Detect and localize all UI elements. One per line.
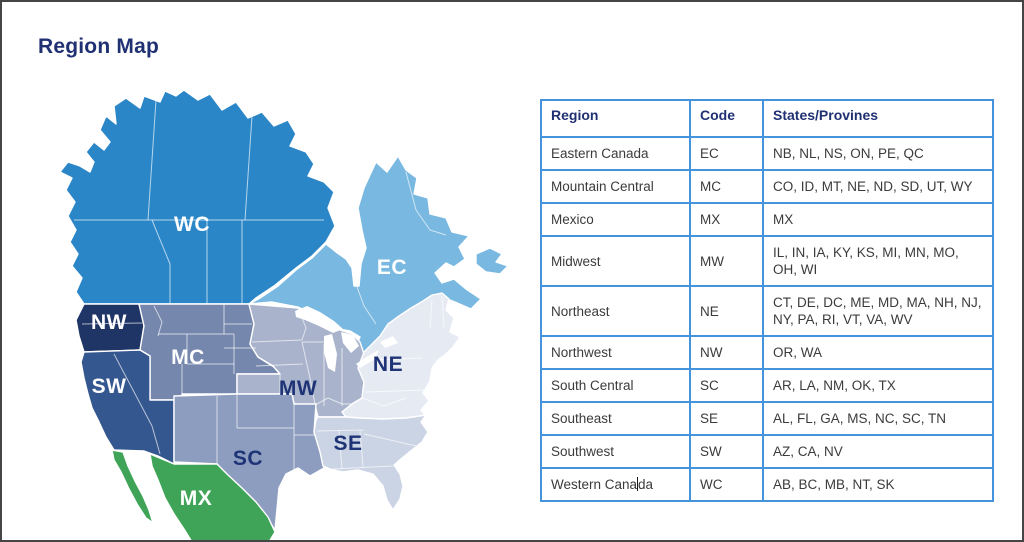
lake-superior-shape [295, 306, 343, 333]
map-label-MX: MX [179, 487, 213, 510]
map-label-NW: NW [91, 311, 127, 334]
map-label-WC: WC [174, 213, 210, 236]
region-WC-shape [59, 89, 336, 305]
code-cell[interactable]: EC [689, 136, 764, 171]
states-cell[interactable]: AZ, CA, NV [762, 434, 994, 469]
region-cell[interactable]: Northwest [540, 335, 691, 370]
table-row: Eastern Canada EC NB, NL, NS, ON, PE, QC [540, 136, 994, 171]
map-label-MC: MC [171, 346, 205, 369]
states-cell[interactable]: AR, LA, NM, OK, TX [762, 368, 994, 403]
states-cell[interactable]: AL, FL, GA, MS, NC, SC, TN [762, 401, 994, 436]
region-cell[interactable]: Mexico [540, 202, 691, 237]
map-label-SC: SC [232, 447, 264, 470]
states-cell[interactable]: MX [762, 202, 994, 237]
map-label-SW: SW [91, 375, 127, 398]
lake-huron-shape [341, 332, 359, 353]
code-cell[interactable]: NE [689, 285, 764, 337]
region-cell[interactable]: Eastern Canada [540, 136, 691, 171]
region-cell[interactable]: Southeast [540, 401, 691, 436]
region-MX-shape [149, 453, 276, 540]
region-cell[interactable]: Southwest [540, 434, 691, 469]
region-SE-shape [313, 414, 429, 511]
code-cell[interactable]: WC [689, 467, 764, 502]
states-cell[interactable]: AB, BC, MB, NT, SK [762, 467, 994, 502]
table-row: Western Canada WC AB, BC, MB, NT, SK [540, 467, 994, 502]
states-cell[interactable]: CO, ID, MT, NE, ND, SD, UT, WY [762, 169, 994, 204]
states-cell[interactable]: OR, WA [762, 335, 994, 370]
table-row: Northeast NE CT, DE, DC, ME, MD, MA, NH, N… [540, 285, 994, 337]
region-cell[interactable]: Northeast [540, 285, 691, 337]
code-cell[interactable]: MW [689, 235, 764, 287]
table-row: Southeast SE AL, FL, GA, MS, NC, SC, TN [540, 401, 994, 436]
map-label-NE: NE [372, 353, 404, 376]
table-row: Southwest SW AZ, CA, NV [540, 434, 994, 469]
page-title: Region Map [38, 35, 159, 58]
column-header-states: States/Provines [762, 99, 994, 138]
table-row: South Central SC AR, LA, NM, OK, TX [540, 368, 994, 403]
region-cell[interactable]: South Central [540, 368, 691, 403]
code-cell[interactable]: MC [689, 169, 764, 204]
column-header-region: Region [540, 99, 691, 138]
code-cell[interactable]: SW [689, 434, 764, 469]
region-table-body: Eastern Canada EC NB, NL, NS, ON, PE, QC Mo… [540, 136, 994, 502]
region-MX-baja-shape [111, 449, 154, 524]
region-SW-shape [80, 349, 175, 465]
map-label-EC: EC [376, 256, 408, 279]
code-cell[interactable]: SC [689, 368, 764, 403]
table-row: Northwest NW OR, WA [540, 335, 994, 370]
region-cell[interactable]: Mountain Central [540, 169, 691, 204]
lake-erie-shape [356, 350, 379, 368]
states-cell[interactable]: NB, NL, NS, ON, PE, QC [762, 136, 994, 171]
map-label-SE: SE [333, 432, 363, 455]
lake-ontario-shape [380, 336, 398, 348]
state-borders [74, 99, 447, 470]
table-row: Mountain Central MC CO, ID, MT, NE, ND, SD… [540, 169, 994, 204]
region-cell[interactable]: Western Canada [540, 467, 691, 502]
code-cell[interactable]: NW [689, 335, 764, 370]
region-cell[interactable]: Midwest [540, 235, 691, 287]
states-cell[interactable]: IL, IN, IA, KY, KS, MI, MN, MO, OH, WI [762, 235, 994, 287]
table-row: Midwest MW IL, IN, IA, KY, KS, MI, MN, MO,… [540, 235, 994, 287]
map-label-MW: MW [278, 377, 318, 400]
column-header-code: Code [689, 99, 764, 138]
table-header-row: Region Code States/Provines [540, 99, 994, 138]
region-table: Region Code States/Provines Eastern Cana… [540, 99, 994, 502]
text-cursor [637, 477, 639, 491]
table-row: Mexico MX MX [540, 202, 994, 237]
states-cell[interactable]: CT, DE, DC, ME, MD, MA, NH, NJ, NY, PA, … [762, 285, 994, 337]
code-cell[interactable]: MX [689, 202, 764, 237]
region-EC-newfoundland-shape [475, 247, 509, 275]
code-cell[interactable]: SE [689, 401, 764, 436]
lake-michigan-shape [324, 334, 337, 372]
